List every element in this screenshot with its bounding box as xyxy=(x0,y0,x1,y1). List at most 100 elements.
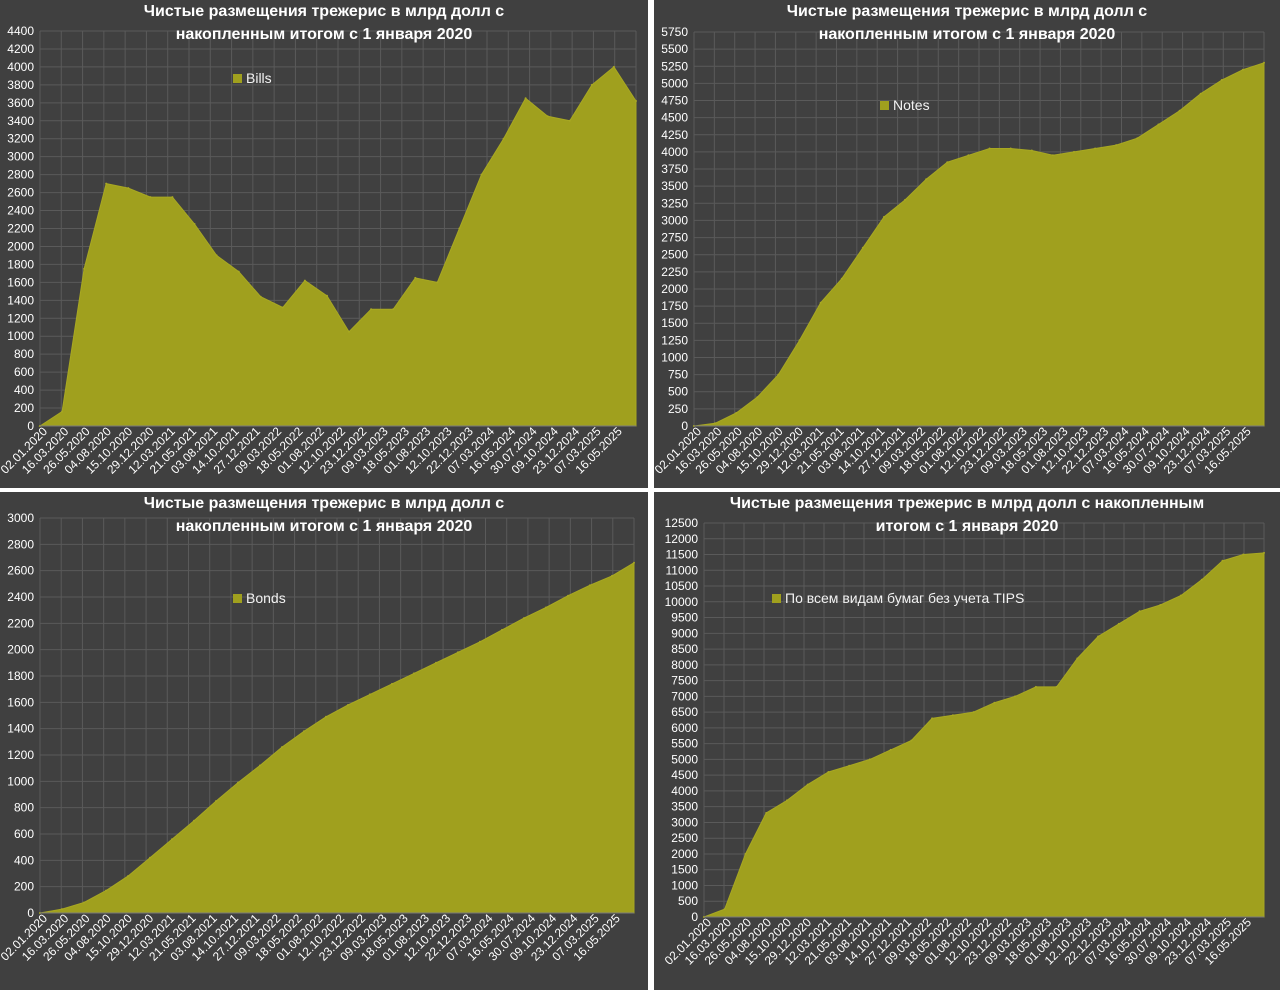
y-tick-label: 11000 xyxy=(666,563,699,577)
y-tick-label: 12000 xyxy=(665,532,699,546)
y-tick-label: 3000 xyxy=(671,815,698,829)
y-tick-label: 1600 xyxy=(7,275,34,289)
data-point xyxy=(1051,154,1054,157)
y-tick-label: 7500 xyxy=(671,674,698,688)
y-tick-label: 0 xyxy=(27,906,34,920)
data-point xyxy=(993,701,996,704)
y-tick-label: 2600 xyxy=(7,564,34,578)
data-point xyxy=(861,246,864,249)
data-point xyxy=(735,412,738,414)
data-point xyxy=(502,137,505,140)
data-point xyxy=(1138,610,1141,613)
y-tick-label: 1250 xyxy=(661,333,688,347)
y-tick-label: 1000 xyxy=(671,878,698,892)
y-tick-label: 2800 xyxy=(7,168,34,182)
legend-swatch xyxy=(233,594,242,603)
data-point xyxy=(967,154,970,157)
y-tick-label: 800 xyxy=(14,347,34,361)
data-point xyxy=(1221,559,1224,562)
y-tick-label: 2000 xyxy=(671,847,698,861)
data-point xyxy=(1030,149,1033,152)
data-point xyxy=(237,270,240,273)
data-point xyxy=(590,83,593,86)
chart-svg-bonds: 0 200 400 600 800 1000 1200 1400 1600 1800 2000 220… xyxy=(0,511,635,964)
y-tick-label: 1000 xyxy=(7,329,34,343)
data-point xyxy=(883,216,885,218)
y-tick-label: 3800 xyxy=(7,78,34,92)
data-point xyxy=(925,178,928,181)
data-point xyxy=(479,640,481,643)
data-point xyxy=(612,65,615,68)
data-point xyxy=(819,301,822,304)
data-point xyxy=(635,100,637,102)
y-tick-label: 200 xyxy=(14,401,34,415)
data-point xyxy=(83,267,86,270)
y-tick-label: 4750 xyxy=(661,94,688,108)
data-point xyxy=(786,799,788,802)
legend-label: Notes xyxy=(893,97,930,113)
data-point xyxy=(1055,685,1058,688)
y-tick-label: 4000 xyxy=(671,784,698,798)
y-tick-label: 4000 xyxy=(7,60,34,74)
data-point xyxy=(193,819,195,822)
y-tick-label: 7000 xyxy=(671,689,698,703)
data-point xyxy=(567,594,569,597)
y-tick-label: 400 xyxy=(14,853,34,867)
legend-swatch xyxy=(772,594,781,603)
y-tick-label: 750 xyxy=(668,368,688,382)
y-tick-label: 2400 xyxy=(7,204,34,218)
y-tick-label: 2250 xyxy=(661,265,688,279)
series-area xyxy=(39,561,635,914)
data-point xyxy=(413,672,415,675)
y-tick-label: 3250 xyxy=(661,196,688,210)
y-tick-label: 1400 xyxy=(7,722,34,736)
data-point xyxy=(127,187,130,190)
y-tick-label: 9500 xyxy=(671,611,698,625)
data-point xyxy=(723,908,726,911)
data-point xyxy=(237,781,239,784)
data-point xyxy=(105,889,107,892)
y-tick-label: 3750 xyxy=(661,162,688,176)
data-point xyxy=(546,115,549,118)
chart-panel-total: 0 500 1000 1500 2000 2500 3000 3500 4000 4500 5000… xyxy=(654,492,1280,990)
chart-legend: По всем видам бумаг без учета TIPS xyxy=(772,590,1024,606)
data-point xyxy=(347,704,349,706)
y-tick-label: 3500 xyxy=(661,179,688,193)
data-point xyxy=(127,875,129,878)
y-tick-label: 3400 xyxy=(7,114,34,128)
data-point xyxy=(480,173,483,176)
data-point xyxy=(149,856,151,859)
y-tick-label: 2500 xyxy=(671,831,698,845)
data-point xyxy=(1199,92,1202,95)
data-point xyxy=(931,717,934,720)
y-tick-label: 3200 xyxy=(7,132,34,146)
legend-label: Bills xyxy=(246,70,272,86)
y-tick-label: 3500 xyxy=(671,800,698,814)
data-point xyxy=(1263,551,1265,554)
y-tick-label: 8500 xyxy=(671,642,698,656)
data-point xyxy=(1200,578,1203,581)
y-tick-label: 5250 xyxy=(661,59,688,73)
y-tick-label: 400 xyxy=(14,383,34,397)
data-point xyxy=(1014,695,1017,698)
data-point xyxy=(523,617,525,620)
data-point xyxy=(1178,109,1181,112)
data-point xyxy=(326,294,328,297)
data-point xyxy=(171,838,173,841)
chart-panel-bills: 0 200 400 600 800 1000 1200 1400 1600 1800 2000 220… xyxy=(0,0,648,488)
data-point xyxy=(889,748,892,751)
chart-svg-total: 0500100015002000250030003500400045005000… xyxy=(662,516,1265,968)
y-tick-label: 0 xyxy=(691,910,698,924)
y-tick-label: 1000 xyxy=(661,350,688,364)
data-point xyxy=(149,196,152,199)
data-point xyxy=(904,198,907,201)
data-point xyxy=(61,410,64,413)
chart-title: Чистые размещения трежерис в млрд долл с… xyxy=(143,3,505,43)
y-tick-label: 4250 xyxy=(661,128,688,142)
data-point xyxy=(777,373,780,376)
data-point xyxy=(105,182,108,185)
legend-label: По всем видам бумаг без учета TIPS xyxy=(785,590,1025,606)
y-tick-label: 6500 xyxy=(671,705,698,719)
data-point xyxy=(1159,604,1162,606)
y-tick-label: 3000 xyxy=(7,150,34,164)
